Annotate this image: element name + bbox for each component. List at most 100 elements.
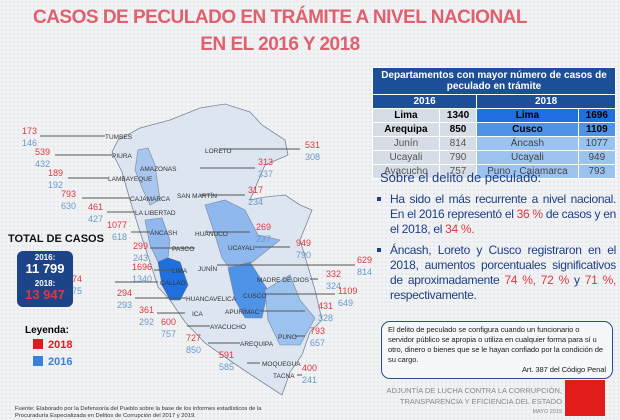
value-2016: 292 bbox=[139, 317, 154, 327]
region-ucayali bbox=[204, 199, 281, 276]
value-2018: 361 bbox=[139, 305, 154, 315]
region-puno bbox=[264, 274, 316, 346]
totals-box: 2016: 11 799 2018: 13 947 bbox=[17, 251, 73, 307]
department-name: MADRE DE DIOS bbox=[257, 277, 310, 284]
cell-n16: 850 bbox=[438, 122, 478, 137]
value-2018: 1696 bbox=[132, 262, 152, 272]
adjuntia-line-1: ADJUNTÍA DE LUCHA CONTRA LA CORRUPCIÓN, bbox=[386, 386, 562, 395]
title-line-1: CASOS DE PECULADO EN TRÁMITE A NIVEL NAC… bbox=[32, 7, 528, 28]
department-name: HUÁNUCO bbox=[195, 229, 228, 238]
text: y bbox=[568, 273, 585, 287]
cell-d18: Cusco bbox=[476, 122, 579, 137]
value-2016: 657 bbox=[310, 338, 325, 348]
legend-2018: 2018 bbox=[33, 339, 72, 351]
value-2016: 243 bbox=[133, 253, 148, 263]
value-2016: 850 bbox=[186, 345, 201, 355]
value-2016: 585 bbox=[219, 362, 234, 372]
legend-2016: 2016 bbox=[33, 356, 72, 368]
department-name: ÁNCASH bbox=[150, 228, 177, 237]
table-row: Arequipa 850 Cusco 1109 bbox=[372, 122, 617, 137]
department-name: LAMBAYEQUE bbox=[108, 176, 153, 183]
legend-swatch-2018 bbox=[33, 339, 43, 349]
value-2018: 74 bbox=[72, 274, 82, 284]
about-heading: Sobre el delito de peculado: bbox=[380, 170, 542, 185]
value-2016: 432 bbox=[35, 159, 50, 169]
department-name: TUMBES bbox=[105, 134, 133, 141]
cell-n16: 1340 bbox=[438, 108, 478, 123]
cell-d18: Puno - Cajamarca bbox=[476, 164, 579, 179]
value-2016: 337 bbox=[258, 169, 273, 179]
value-2016: 790 bbox=[296, 250, 311, 260]
department-name: CAJAMARCA bbox=[130, 196, 171, 203]
cell-n16: 790 bbox=[438, 150, 478, 165]
year-2018-header: 2018 bbox=[476, 94, 616, 109]
department-name: AREQUIPA bbox=[240, 341, 274, 348]
value-2018: 299 bbox=[133, 241, 148, 251]
date: MAYO 2019 bbox=[532, 409, 562, 415]
total-2018-label: 2018: bbox=[34, 279, 56, 288]
value-2018: 294 bbox=[117, 288, 132, 298]
department-name: LIMA bbox=[172, 268, 188, 275]
value-2016: 814 bbox=[357, 267, 372, 277]
cell-d16: Junín bbox=[372, 136, 440, 151]
region-lima bbox=[157, 257, 189, 301]
department-name: AMAZONAS bbox=[140, 166, 177, 173]
definition-box: El delito de peculado se configura cuand… bbox=[381, 321, 613, 379]
value-2016: 328 bbox=[318, 313, 333, 323]
cell-d16: Ayacucho bbox=[372, 164, 440, 179]
department-name: APURÍMAC bbox=[225, 307, 260, 316]
value-2018: 400 bbox=[302, 363, 317, 373]
text: de casos y en el 2018, el bbox=[390, 207, 617, 236]
value-2016: 630 bbox=[61, 201, 76, 211]
value-2016: 427 bbox=[88, 214, 103, 224]
department-name: TACNA bbox=[273, 373, 295, 380]
value-2016: 757 bbox=[161, 329, 176, 339]
table-row: Junín 814 Áncash 1077 bbox=[372, 136, 617, 151]
source-line-2: Procuraduría Especializada en Delitos de… bbox=[15, 413, 196, 419]
top-departments-table: Departamentos con mayor número de casos … bbox=[371, 67, 617, 179]
table-row: Ayacucho 757 Puno - Cajamarca 793 bbox=[372, 164, 617, 179]
legend-swatch-2016 bbox=[33, 356, 43, 366]
percent: 74 %, bbox=[504, 273, 536, 287]
department-name: HUANCAVELICA bbox=[186, 296, 237, 303]
year-2016-header: 2016 bbox=[371, 94, 478, 109]
legend-heading: Leyenda: bbox=[25, 325, 69, 336]
article-ref: Art. 387 del Código Penal bbox=[521, 365, 606, 374]
text: Áncash, Loreto y Cusco registraron en el… bbox=[390, 243, 616, 287]
value-2018: 317 bbox=[248, 185, 263, 195]
bullet-1: Ha sido el más recurrente a nivel nacion… bbox=[377, 192, 617, 237]
department-name: LA LIBERTAD bbox=[135, 210, 176, 217]
value-2016: 192 bbox=[48, 180, 63, 190]
cell-d16: Arequipa bbox=[372, 122, 440, 137]
totals-heading: TOTAL DE CASOS bbox=[8, 233, 104, 245]
value-2018: 600 bbox=[161, 317, 176, 327]
region-cajamarca bbox=[134, 147, 161, 206]
bullet-2: Áncash, Loreto y Cusco registraron en el… bbox=[377, 243, 617, 303]
department-name: PIURA bbox=[112, 153, 133, 160]
adjuntia: ADJUNTÍA DE LUCHA CONTRA LA CORRUPCIÓN, T… bbox=[387, 386, 562, 418]
region-cusco bbox=[227, 261, 269, 319]
department-name: CALLAO bbox=[160, 280, 186, 287]
value-2016: 649 bbox=[338, 298, 353, 308]
value-2018: 531 bbox=[305, 140, 320, 150]
department-name: JUNÍN bbox=[198, 264, 217, 273]
total-2016-value: 11 799 bbox=[25, 261, 65, 276]
adjuntia-line-2: TRANSPARENCIA Y EFICIENCIA DEL ESTADO bbox=[399, 396, 562, 406]
department-name: UCAYALI bbox=[228, 245, 255, 252]
source-line-1: Fuente: Elaborado por la Defensoría del … bbox=[15, 406, 262, 412]
value-2018: 173 bbox=[22, 126, 37, 136]
percent: 72 % bbox=[540, 273, 569, 287]
percent: 71 %, bbox=[584, 273, 617, 287]
table-row: Ucayali 790 Ucayali 949 bbox=[372, 150, 617, 165]
cell-n18: 1696 bbox=[577, 108, 617, 123]
cell-n18: 1109 bbox=[577, 122, 617, 137]
value-2018: 629 bbox=[357, 255, 372, 265]
value-2016: 324 bbox=[326, 281, 341, 291]
cell-d16: Lima bbox=[372, 108, 440, 123]
legend-label: 2016 bbox=[48, 356, 73, 368]
value-2016: 293 bbox=[117, 300, 132, 310]
cell-d18: Lima bbox=[476, 108, 579, 123]
value-2018: 189 bbox=[48, 168, 63, 178]
map-labels: TUMBES 173 146 PIURA 539 432 LAMBAYEQUE 189 192 C… bbox=[22, 126, 372, 385]
